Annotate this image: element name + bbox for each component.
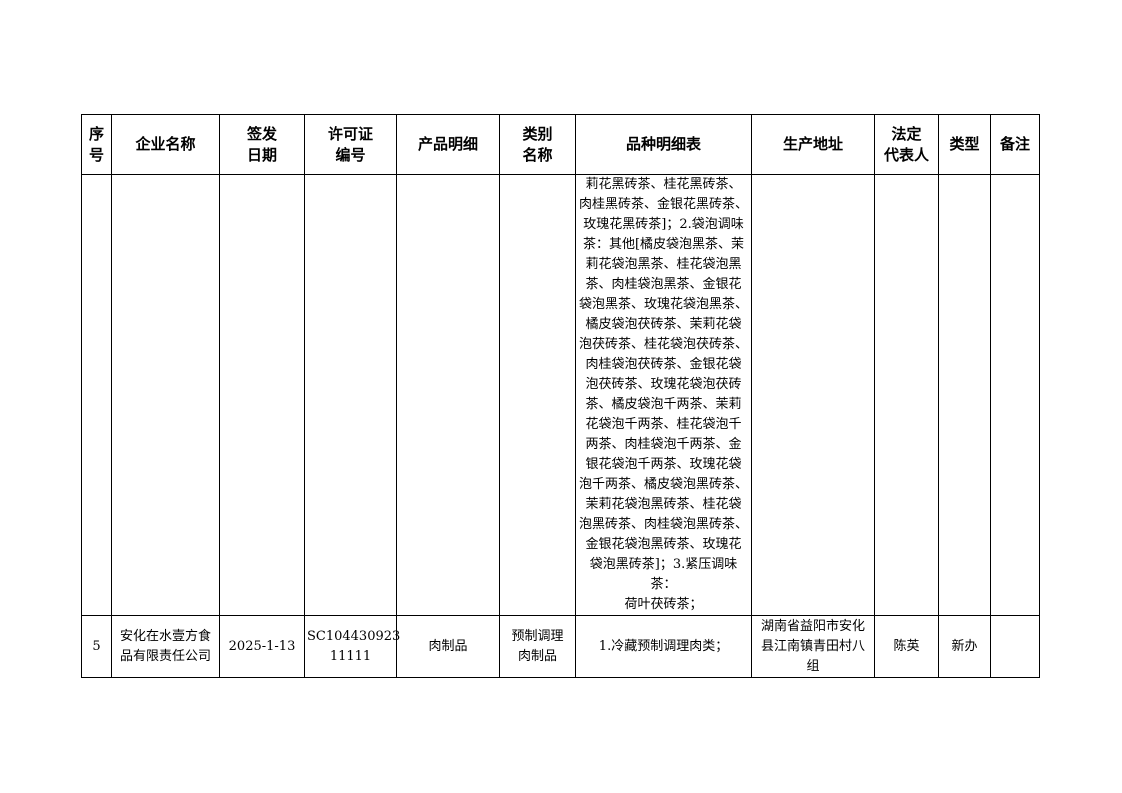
header-varieties: 品种明细表 [575, 114, 752, 175]
header-category: 类别 名称 [499, 114, 576, 175]
table-row: 莉花黑砖茶、桂花黑砖茶、 肉桂黑砖茶、金银花黑砖茶、 玫瑰花黑砖茶]；2.袋泡调… [81, 174, 1040, 616]
cell-date: 2025-1-13 [219, 615, 305, 678]
table-header-row: 序 号 企业名称 签发 日期 许可证 编号 产品明细 类别 名称 品种明细表 生… [81, 114, 1040, 175]
header-license: 许可证 编号 [304, 114, 397, 175]
cell-legal-rep [874, 174, 939, 616]
cell-type [938, 174, 991, 616]
table-row: 5 安化在水壹方食 品有限责任公司 2025-1-13 SC104430923 … [81, 615, 1040, 678]
cell-product: 肉制品 [396, 615, 500, 678]
cell-category: 预制调理 肉制品 [499, 615, 576, 678]
cell-varieties: 1.冷藏预制调理肉类； [575, 615, 752, 678]
cell-seq [81, 174, 112, 616]
cell-remark [990, 615, 1040, 678]
cell-address [751, 174, 875, 616]
cell-license [304, 174, 397, 616]
cell-company: 安化在水壹方食 品有限责任公司 [111, 615, 220, 678]
header-seq: 序 号 [81, 114, 112, 175]
header-remark: 备注 [990, 114, 1040, 175]
cell-category [499, 174, 576, 616]
header-type: 类型 [938, 114, 991, 175]
cell-product [396, 174, 500, 616]
cell-type: 新办 [938, 615, 991, 678]
cell-seq: 5 [81, 615, 112, 678]
header-address: 生产地址 [751, 114, 875, 175]
header-legal-rep: 法定 代表人 [874, 114, 939, 175]
cell-date [219, 174, 305, 616]
cell-legal-rep: 陈英 [874, 615, 939, 678]
header-company: 企业名称 [111, 114, 220, 175]
license-table: 序 号 企业名称 签发 日期 许可证 编号 产品明细 类别 名称 品种明细表 生… [81, 114, 1040, 678]
cell-remark [990, 174, 1040, 616]
cell-company [111, 174, 220, 616]
cell-address: 湖南省益阳市安化 县江南镇青田村八 组 [751, 615, 875, 678]
header-date: 签发 日期 [219, 114, 305, 175]
cell-varieties: 莉花黑砖茶、桂花黑砖茶、 肉桂黑砖茶、金银花黑砖茶、 玫瑰花黑砖茶]；2.袋泡调… [575, 174, 752, 616]
cell-license: SC104430923 11111 [304, 615, 400, 678]
header-product: 产品明细 [396, 114, 500, 175]
